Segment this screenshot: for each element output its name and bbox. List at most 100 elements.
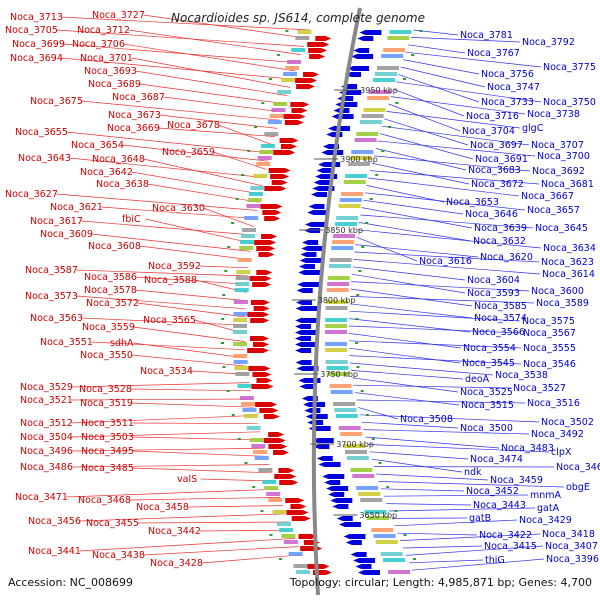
- feature-block-right: [345, 174, 368, 178]
- gene-label-right: Noca_3515: [461, 400, 514, 411]
- reverse-gene-mark: [345, 540, 362, 545]
- leader-line-left: [91, 233, 251, 252]
- gene-label-left: Noca_3592: [148, 261, 201, 272]
- marker-dot: [237, 438, 241, 440]
- feature-block-right: [333, 402, 356, 406]
- gene-label-right: Noca_3704: [462, 126, 515, 137]
- gene-label-right: thiG: [485, 555, 505, 566]
- leader-line-left: [158, 127, 276, 137]
- gene-label-left: Noca_3496: [20, 446, 73, 457]
- leader-line-right: [398, 74, 480, 103]
- feature-block-right: [343, 444, 366, 448]
- forward-gene-mark: [253, 306, 270, 311]
- reverse-gene-mark: [301, 246, 324, 251]
- leader-line-left: [199, 265, 249, 269]
- leader-line-right: [400, 533, 541, 541]
- leader-line-left: [213, 151, 267, 170]
- gene-label-right: Noca_3415: [484, 541, 537, 552]
- gene-label-right: Noca_3639: [474, 223, 527, 234]
- feature-block-left: [253, 450, 268, 454]
- gene-label-left: Noca_3529: [20, 382, 73, 393]
- feature-block-left: [233, 354, 248, 358]
- reverse-gene-mark: [316, 456, 333, 461]
- reverse-gene-mark: [326, 486, 349, 491]
- gene-label-left: Noca_3563: [30, 313, 83, 324]
- feature-block-left: [260, 144, 275, 148]
- leader-line-left: [71, 415, 257, 424]
- reverse-gene-mark: [351, 54, 374, 59]
- gene-label-left: Noca_3705: [5, 25, 58, 36]
- gene-label-right: Noca_3700: [537, 151, 590, 162]
- leader-line-left: [131, 402, 255, 408]
- forward-gene-mark: [315, 36, 332, 41]
- feature-block-right: [327, 372, 350, 376]
- marker-dot: [411, 54, 415, 56]
- leader-line-right: [376, 473, 489, 481]
- forward-gene-mark: [263, 438, 286, 443]
- marker-dot: [269, 534, 273, 536]
- leader-line-right: [349, 325, 522, 334]
- leader-line-right: [350, 296, 535, 304]
- gene-label-right: Noca_3733: [481, 97, 534, 108]
- gene-label-right: Noca_3574: [474, 313, 527, 324]
- forward-gene-mark: [285, 498, 305, 503]
- forward-gene-mark: [252, 372, 272, 377]
- gene-label-left: Noca_3727: [92, 10, 145, 21]
- gene-label-right: Noca_3792: [522, 37, 575, 48]
- gene-label-right: Noca_3620: [480, 252, 533, 263]
- reverse-gene-mark: [297, 282, 320, 287]
- gene-label-right: Noca_3750: [543, 97, 596, 108]
- feature-block-right: [346, 456, 369, 460]
- leader-line-left: [133, 342, 246, 359]
- leader-line-right: [369, 170, 540, 185]
- gene-label-left: Noca_3689: [88, 79, 141, 90]
- reverse-gene-mark: [302, 240, 319, 245]
- gene-label-right: Noca_3396: [546, 554, 599, 565]
- marker-dot: [221, 342, 225, 344]
- reverse-gene-mark: [336, 516, 353, 521]
- marker-dot: [241, 174, 245, 176]
- gene-label-left: Noca_3559: [82, 322, 135, 333]
- reverse-gene-mark: [295, 360, 312, 365]
- gene-label-left: Noca_3456: [28, 516, 81, 527]
- gene-label-right: clpX: [551, 447, 572, 458]
- leader-line-left: [63, 43, 299, 64]
- gene-label-left: Noca_3534: [140, 366, 193, 377]
- feature-block-right: [389, 30, 412, 34]
- feature-block-right: [340, 432, 363, 436]
- gene-label-left: Noca_3504: [20, 432, 73, 443]
- gene-label-right: Noca_3614: [542, 269, 595, 280]
- gene-label-left: Noca_3512: [20, 418, 73, 429]
- gene-label-right: Noca_3546: [523, 359, 576, 370]
- gene-label-left: Noca_3565: [143, 315, 196, 326]
- leader-line-left: [81, 317, 246, 326]
- leader-line-left: [91, 341, 246, 351]
- forward-gene-mark: [262, 210, 282, 215]
- gene-label-right: deoA: [465, 374, 490, 385]
- gene-label-left: Noca_3687: [112, 92, 165, 103]
- left-gene-labels: Noca_3713 Noca_3727 Noca_3705 Noca_3712 Noca…: [5, 10, 220, 569]
- leader-line-left: [56, 29, 304, 47]
- leader-line-right: [349, 340, 522, 349]
- forward-gene-mark: [251, 384, 274, 389]
- leader-line-right: [363, 429, 530, 435]
- leader-line-left: [139, 245, 250, 260]
- feature-block-left: [242, 228, 257, 232]
- gene-label-left: Noca_3441: [28, 546, 81, 557]
- forward-gene-mark: [284, 120, 304, 125]
- marker-dot: [403, 534, 407, 536]
- marker-dot: [394, 510, 398, 512]
- leader-line-right: [386, 503, 472, 506]
- gene-label-right: Noca_3716: [466, 111, 519, 122]
- leader-line-left: [131, 354, 247, 367]
- kbp-markers: 3950 kbp 3900 kbp 3850 kbp 3800 kbp 3750 kbp…: [291, 86, 398, 520]
- reverse-gene-mark: [295, 330, 318, 335]
- gene-label-right: Noca_3646: [465, 209, 518, 220]
- forward-gene-mark: [300, 546, 323, 551]
- gene-label-right: Noca_3459: [490, 475, 543, 486]
- feature-block-right: [350, 468, 373, 472]
- gene-label-right: Noca_3756: [481, 69, 534, 80]
- gene-label-left: Noca_3713: [10, 12, 63, 23]
- reverse-gene-mark: [295, 318, 318, 323]
- forward-gene-mark: [247, 348, 270, 353]
